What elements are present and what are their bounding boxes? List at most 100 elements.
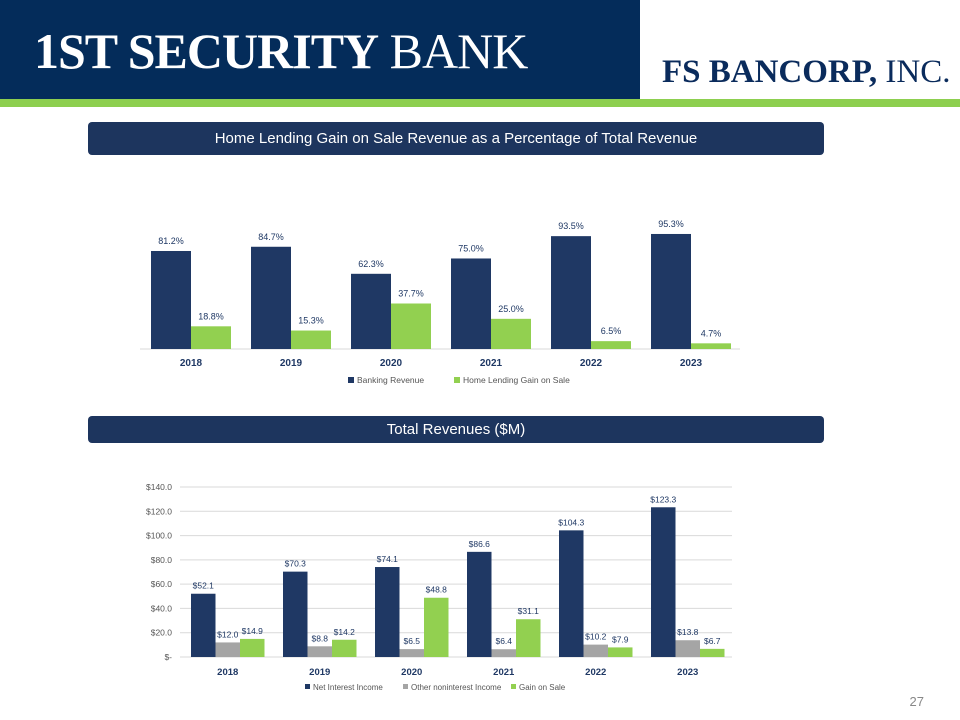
data-label: $123.3 xyxy=(650,494,676,504)
bar-net-interest-income-2020 xyxy=(375,567,400,657)
bar-banking-revenue-2019 xyxy=(251,246,291,349)
header-accent-stripe xyxy=(0,99,960,107)
y-tick-label: $140.0 xyxy=(146,482,172,492)
data-label: 4.7% xyxy=(701,328,722,338)
bar-home-lending-gain-on-sale-2023 xyxy=(691,343,731,349)
legend-swatch xyxy=(348,377,354,383)
data-label: 93.5% xyxy=(558,221,584,231)
bar-banking-revenue-2020 xyxy=(351,273,391,349)
x-tick-label: 2022 xyxy=(585,667,606,678)
bar-other-noninterest-income-2021 xyxy=(491,649,516,657)
data-label: $52.1 xyxy=(193,581,215,591)
bar-gain-on-sale-2018 xyxy=(240,638,265,657)
bar-banking-revenue-2022 xyxy=(551,236,591,349)
legend-label: Net Interest Income xyxy=(313,683,383,692)
bar-net-interest-income-2022 xyxy=(559,530,584,657)
bar-banking-revenue-2021 xyxy=(451,258,491,349)
y-tick-label: $40.0 xyxy=(151,603,173,613)
legend-label: Banking Revenue xyxy=(357,375,424,385)
data-label: 18.8% xyxy=(198,311,224,321)
data-label: 95.3% xyxy=(658,219,684,229)
data-label: $86.6 xyxy=(469,539,491,549)
bar-home-lending-gain-on-sale-2019 xyxy=(291,330,331,349)
header-banner xyxy=(0,0,640,100)
data-label: 6.5% xyxy=(601,326,622,336)
x-tick-label: 2021 xyxy=(480,358,503,369)
bar-other-noninterest-income-2022 xyxy=(583,644,608,657)
data-label: $74.1 xyxy=(377,554,399,564)
legend-swatch xyxy=(305,684,310,689)
data-label: 84.7% xyxy=(258,232,284,242)
data-label: 62.3% xyxy=(358,259,384,269)
x-tick-label: 2022 xyxy=(580,358,603,369)
data-label: 25.0% xyxy=(498,304,524,314)
logo-1st-security-bank: 1ST SECURITY BANK xyxy=(34,23,528,79)
data-label: $7.9 xyxy=(612,634,629,644)
bar-other-noninterest-income-2020 xyxy=(399,649,424,657)
x-tick-label: 2023 xyxy=(680,358,703,369)
x-tick-label: 2021 xyxy=(493,667,515,678)
data-label: $6.4 xyxy=(495,636,512,646)
bar-banking-revenue-2018 xyxy=(151,250,191,349)
header-right-panel xyxy=(640,0,960,98)
bar-gain-on-sale-2023 xyxy=(700,648,725,657)
data-label: 81.2% xyxy=(158,236,184,246)
x-tick-label: 2018 xyxy=(217,667,238,678)
bar-net-interest-income-2023 xyxy=(651,507,676,657)
x-tick-label: 2018 xyxy=(180,358,203,369)
legend-swatch xyxy=(454,377,460,383)
bar-home-lending-gain-on-sale-2021 xyxy=(491,318,531,349)
chart-total-revenues: $- $20.0 $40.0 $60.0 $80.0 $100.0 $120.0 $140.0… xyxy=(146,482,732,692)
y-tick-label: $120.0 xyxy=(146,506,172,516)
bar-banking-revenue-2023 xyxy=(651,233,691,349)
legend-label: Gain on Sale xyxy=(519,683,566,692)
logo-fs-bancorp: FS BANCORP, INC. xyxy=(662,54,951,90)
chart2-title: Total Revenues ($M) xyxy=(88,416,824,443)
data-label: 37.7% xyxy=(398,288,424,298)
data-label: $13.8 xyxy=(677,627,699,637)
bar-gain-on-sale-2021 xyxy=(516,619,541,657)
x-tick-label: 2023 xyxy=(677,667,698,678)
bar-gain-on-sale-2022 xyxy=(608,647,633,657)
data-label: $48.8 xyxy=(426,585,448,595)
data-label: 15.3% xyxy=(298,316,324,326)
legend-label: Home Lending Gain on Sale xyxy=(463,375,570,385)
data-label: $8.8 xyxy=(311,633,328,643)
bar-other-noninterest-income-2018 xyxy=(215,642,240,657)
chart-gain-on-sale-percentage: 81.2% 18.8% 2018 84.7% 15.3% 2019 62.3% 37.7% 20… xyxy=(140,219,740,385)
bar-home-lending-gain-on-sale-2020 xyxy=(391,303,431,349)
bar-other-noninterest-income-2019 xyxy=(307,646,332,657)
legend-label: Other noninterest Income xyxy=(411,683,502,692)
y-tick-label: $60.0 xyxy=(151,579,173,589)
y-tick-label: $- xyxy=(164,652,172,662)
bar-net-interest-income-2018 xyxy=(191,593,216,657)
data-label: $12.0 xyxy=(217,629,239,639)
data-label: $14.2 xyxy=(334,627,356,637)
bar-home-lending-gain-on-sale-2022 xyxy=(591,341,631,349)
data-label: $10.2 xyxy=(585,632,607,642)
data-label: $104.3 xyxy=(558,517,584,527)
data-label: 75.0% xyxy=(458,243,484,253)
x-tick-label: 2020 xyxy=(401,667,422,678)
bar-gain-on-sale-2019 xyxy=(332,639,357,657)
bar-home-lending-gain-on-sale-2018 xyxy=(191,326,231,349)
x-tick-label: 2019 xyxy=(309,667,330,678)
y-tick-label: $100.0 xyxy=(146,531,172,541)
chart1-title: Home Lending Gain on Sale Revenue as a P… xyxy=(88,122,824,155)
data-label: $70.3 xyxy=(285,559,307,569)
data-label: $31.1 xyxy=(518,606,540,616)
legend-swatch xyxy=(511,684,516,689)
x-tick-label: 2020 xyxy=(380,358,403,369)
data-label: $6.5 xyxy=(403,636,420,646)
y-tick-label: $20.0 xyxy=(151,628,173,638)
bar-net-interest-income-2019 xyxy=(283,571,308,657)
legend-swatch xyxy=(403,684,408,689)
page-number: 27 xyxy=(909,694,924,709)
data-label: $6.7 xyxy=(704,636,721,646)
data-label: $14.9 xyxy=(242,626,264,636)
x-tick-label: 2019 xyxy=(280,358,303,369)
bar-net-interest-income-2021 xyxy=(467,551,492,657)
bar-other-noninterest-income-2023 xyxy=(675,640,700,657)
bar-gain-on-sale-2020 xyxy=(424,597,449,657)
y-tick-label: $80.0 xyxy=(151,555,173,565)
